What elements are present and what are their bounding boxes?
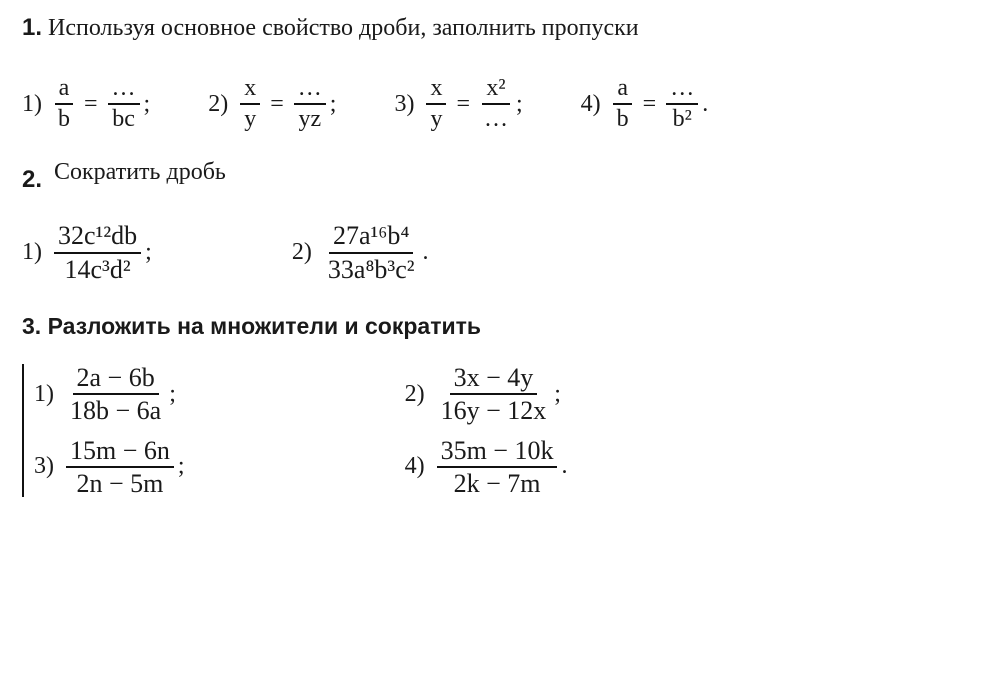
frac-bot: bc xyxy=(108,105,139,132)
frac-top: x xyxy=(240,76,260,105)
frac-top: 2a − 6b xyxy=(73,364,159,395)
punct: ; xyxy=(178,453,185,480)
task2-item-1: 1) 32c¹²db 14c³d² ; xyxy=(22,222,152,283)
item-number: 2) xyxy=(405,381,425,408)
fraction: 2a − 6b 18b − 6a xyxy=(66,364,165,425)
task2-row: 1) 32c¹²db 14c³d² ; 2) 27a¹⁶b⁴ 33a⁸b³c² … xyxy=(22,222,965,283)
punct: . xyxy=(561,453,567,480)
task1-item-3: 3) x y = x² … ; xyxy=(394,76,522,132)
item-number: 4) xyxy=(405,453,425,480)
task1-item-4: 4) a b = … b² . xyxy=(581,76,709,132)
frac-top: 27a¹⁶b⁴ xyxy=(329,222,413,253)
frac-top: x² xyxy=(482,76,509,105)
equals-sign: = xyxy=(456,91,470,118)
item-number: 3) xyxy=(34,453,54,480)
frac-bot: 18b − 6a xyxy=(66,395,165,424)
frac-bot: … xyxy=(480,105,512,132)
worksheet-page: 1. Используя основное свойство дроби, за… xyxy=(0,0,987,511)
task2-item-2: 2) 27a¹⁶b⁴ 33a⁸b³c² . xyxy=(292,222,429,283)
punct: ; xyxy=(330,91,337,118)
fraction-lhs: x y xyxy=(426,76,446,132)
item-number: 2) xyxy=(208,91,228,118)
punct: ; xyxy=(516,91,523,118)
fraction-rhs: … yz xyxy=(294,76,326,132)
fraction: 3x − 4y 16y − 12x xyxy=(437,364,551,425)
fraction-lhs: a b xyxy=(54,76,74,132)
frac-top: x xyxy=(426,76,446,105)
task3-grid: 1) 2a − 6b 18b − 6a ; 3) 15m − 6n 2n − 5… xyxy=(22,364,965,497)
fraction-lhs: a b xyxy=(613,76,633,132)
frac-top: 15m − 6n xyxy=(66,437,174,468)
item-number: 1) xyxy=(22,239,42,266)
frac-bot: 14c³d² xyxy=(61,254,135,283)
equals-sign: = xyxy=(84,91,98,118)
fraction-lhs: x y xyxy=(240,76,260,132)
task3-item-4: 4) 35m − 10k 2k − 7m . xyxy=(405,437,568,498)
fraction-rhs: x² … xyxy=(480,76,512,132)
frac-bot: b² xyxy=(669,105,696,132)
fraction: 15m − 6n 2n − 5m xyxy=(66,437,174,498)
frac-top: a xyxy=(55,76,74,105)
frac-top: a xyxy=(613,76,632,105)
task3-col-right: 2) 3x − 4y 16y − 12x ; 4) 35m − 10k 2k −… xyxy=(405,364,568,497)
fraction-rhs: … b² xyxy=(666,76,698,132)
task1-heading: 1. Используя основное свойство дроби, за… xyxy=(22,14,965,42)
item-number: 1) xyxy=(34,381,54,408)
item-number: 1) xyxy=(22,91,42,118)
frac-bot: b xyxy=(613,105,633,132)
task3-heading: 3. Разложить на множители и сократить xyxy=(22,313,965,340)
punct: ; xyxy=(145,239,152,266)
punct: ; xyxy=(144,91,151,118)
fraction-rhs: … bc xyxy=(108,76,140,132)
punct: . xyxy=(423,239,429,266)
frac-top: … xyxy=(108,76,140,105)
task3-item-1: 1) 2a − 6b 18b − 6a ; xyxy=(34,364,185,425)
frac-bot: 33a⁸b³c² xyxy=(324,254,419,283)
task1-item-2: 2) x y = … yz ; xyxy=(208,76,336,132)
frac-top: 32c¹²db xyxy=(54,222,141,253)
task3-title: Разложить на множители и сократить xyxy=(48,313,481,339)
frac-top: … xyxy=(294,76,326,105)
task2-number: 2. xyxy=(22,166,42,194)
task3-item-2: 2) 3x − 4y 16y − 12x ; xyxy=(405,364,568,425)
task2-heading: 2. Сократить дробь xyxy=(22,158,965,186)
task1-row: 1) a b = … bc ; 2) x y = … yz ; xyxy=(22,76,965,132)
fraction: 27a¹⁶b⁴ 33a⁸b³c² xyxy=(324,222,419,283)
fraction: 32c¹²db 14c³d² xyxy=(54,222,141,283)
task3-number: 3. xyxy=(22,313,41,339)
item-number: 3) xyxy=(394,91,414,118)
task1-item-1: 1) a b = … bc ; xyxy=(22,76,150,132)
frac-bot: y xyxy=(240,105,260,132)
task2-title: Сократить дробь xyxy=(54,159,226,186)
equals-sign: = xyxy=(270,91,284,118)
frac-bot: 2n − 5m xyxy=(73,468,168,497)
punct: . xyxy=(702,91,708,118)
item-number: 2) xyxy=(292,239,312,266)
item-number: 4) xyxy=(581,91,601,118)
frac-bot: 2k − 7m xyxy=(450,468,545,497)
frac-bot: 16y − 12x xyxy=(437,395,551,424)
punct: ; xyxy=(169,381,176,408)
task1-number: 1. xyxy=(22,14,42,41)
punct: ; xyxy=(554,381,561,408)
task1-title: Используя основное свойство дроби, запол… xyxy=(48,15,639,41)
task3-item-3: 3) 15m − 6n 2n − 5m ; xyxy=(34,437,185,498)
frac-top: 35m − 10k xyxy=(437,437,558,468)
task3-col-left: 1) 2a − 6b 18b − 6a ; 3) 15m − 6n 2n − 5… xyxy=(22,364,185,497)
fraction: 35m − 10k 2k − 7m xyxy=(437,437,558,498)
frac-top: … xyxy=(666,76,698,105)
frac-bot: y xyxy=(426,105,446,132)
frac-bot: yz xyxy=(294,105,325,132)
equals-sign: = xyxy=(643,91,657,118)
frac-top: 3x − 4y xyxy=(450,364,538,395)
frac-bot: b xyxy=(54,105,74,132)
